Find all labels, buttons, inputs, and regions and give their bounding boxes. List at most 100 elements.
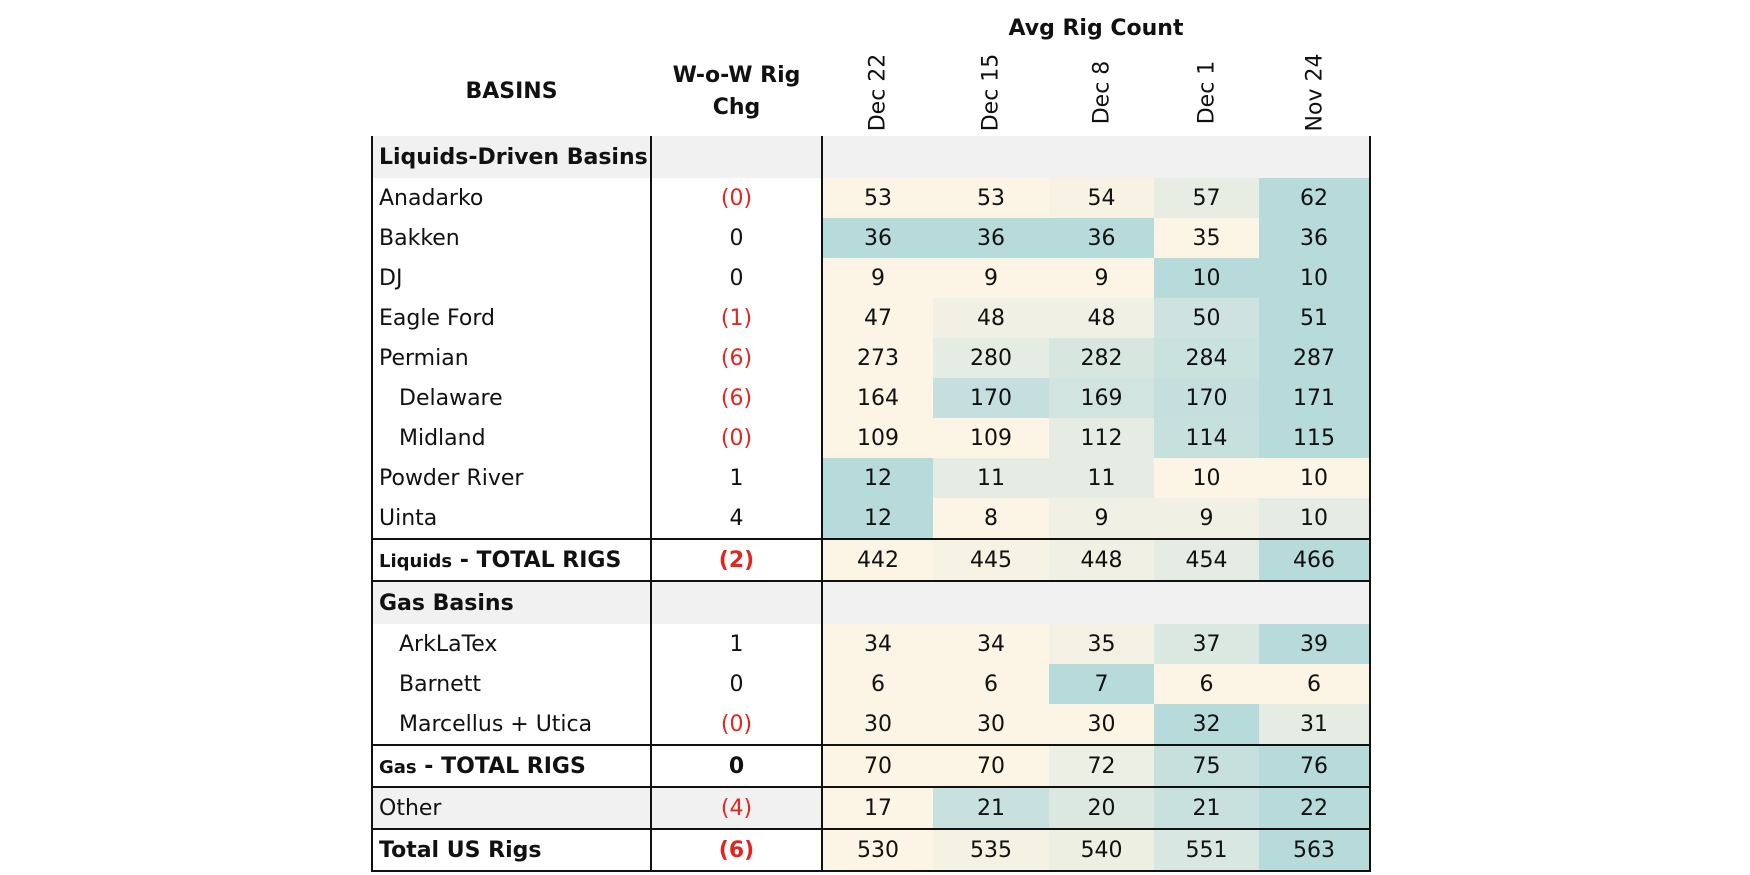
wow-change-value: 0 xyxy=(651,218,823,258)
wow-change-value: 4 xyxy=(651,498,823,539)
rig-count-cell: 21 xyxy=(1154,787,1259,830)
rig-count-cell: 36 xyxy=(822,218,933,258)
rig-count-cell: 35 xyxy=(1049,624,1154,664)
date-header: Dec 1 xyxy=(1154,48,1259,136)
basin-name: DJ xyxy=(371,258,652,298)
basin-name: Total US Rigs xyxy=(371,829,652,872)
rig-count-cell: 51 xyxy=(1259,298,1371,338)
rig-count-cell: 72 xyxy=(1049,744,1154,788)
basin-name: Gas - TOTAL RIGS xyxy=(371,744,652,788)
rig-count-cell: 37 xyxy=(1154,624,1259,664)
rig-count-cell: 57 xyxy=(1154,178,1259,218)
rig-count-cell: 20 xyxy=(1049,787,1154,830)
total-prefix: Liquids xyxy=(379,550,453,572)
rig-count-cell: 273 xyxy=(822,338,933,378)
rig-count-cell: 34 xyxy=(933,624,1049,664)
rig-count-cell: 10 xyxy=(1154,258,1259,298)
rig-count-cell: 530 xyxy=(822,829,933,872)
rig-count-cell: 10 xyxy=(1259,458,1371,498)
table-row: Permian (6) 273 280 282 284 287 xyxy=(371,338,1371,378)
rig-count-cell: 9 xyxy=(1049,258,1154,298)
total-row: Liquids - TOTAL RIGS (2) 442 445 448 454 466 xyxy=(371,538,1371,582)
wow-change-value: 0 xyxy=(651,744,823,788)
rig-count-cell: 551 xyxy=(1154,829,1259,872)
table-row: Midland (0) 109 109 112 114 115 xyxy=(371,418,1371,458)
wow-change-value: (4) xyxy=(651,787,823,830)
rig-count-cell: 8 xyxy=(933,498,1049,539)
rig-count-cell: 109 xyxy=(933,418,1049,458)
rig-count-cell: 6 xyxy=(1259,664,1371,704)
basin-name: Delaware xyxy=(371,378,652,418)
rig-count-cell: 11 xyxy=(933,458,1049,498)
wow-change-value: 0 xyxy=(651,258,823,298)
table-row: Delaware (6) 164 170 169 170 171 xyxy=(371,378,1371,418)
rig-count-cell: 31 xyxy=(1259,704,1371,745)
basin-name: Bakken xyxy=(371,218,652,258)
wow-change-value: (2) xyxy=(651,538,823,582)
date-label: Dec 1 xyxy=(1194,60,1219,124)
rig-count-table: Avg Rig Count BASINS W-o-W Rig Chg Dec 2… xyxy=(371,8,1371,872)
wow-change-value: (0) xyxy=(651,178,823,218)
rig-count-cell: 30 xyxy=(822,704,933,745)
wow-change-value: 1 xyxy=(651,624,823,664)
wow-change-value: 0 xyxy=(651,664,823,704)
header-blank-wow xyxy=(651,8,822,48)
rig-count-cell: 76 xyxy=(1259,744,1371,788)
rig-count-cell: 6 xyxy=(822,664,933,704)
rig-count-cell: 48 xyxy=(1049,298,1154,338)
rig-count-cell: 36 xyxy=(1259,218,1371,258)
wow-header-line2: Chg xyxy=(712,95,761,120)
rig-count-cell: 114 xyxy=(1154,418,1259,458)
total-suffix: - TOTAL RIGS xyxy=(416,753,586,779)
rig-count-cell: 75 xyxy=(1154,744,1259,788)
rig-count-cell: 442 xyxy=(822,538,933,582)
rig-count-cell: 35 xyxy=(1154,218,1259,258)
section-fill xyxy=(822,136,1371,178)
rig-count-cell: 6 xyxy=(933,664,1049,704)
rig-count-cell: 9 xyxy=(1049,498,1154,539)
avg-rig-count-header: Avg Rig Count xyxy=(822,8,1370,48)
section-row-gas: Gas Basins xyxy=(371,581,1371,624)
rig-count-cell: 53 xyxy=(822,178,933,218)
table-row: Uinta 4 12 8 9 9 10 xyxy=(371,498,1371,539)
rig-count-cell: 169 xyxy=(1049,378,1154,418)
rig-count-cell: 54 xyxy=(1049,178,1154,218)
wow-change-value: (6) xyxy=(651,378,823,418)
rig-count-cell: 36 xyxy=(1049,218,1154,258)
rig-count-cell: 30 xyxy=(933,704,1049,745)
basin-name: Anadarko xyxy=(371,178,652,218)
rig-count-cell: 32 xyxy=(1154,704,1259,745)
rig-count-cell: 287 xyxy=(1259,338,1371,378)
rig-count-cell: 112 xyxy=(1049,418,1154,458)
total-suffix: - TOTAL RIGS xyxy=(452,547,622,573)
rig-count-cell: 540 xyxy=(1049,829,1154,872)
rig-count-cell: 21 xyxy=(933,787,1049,830)
header-row-top: Avg Rig Count xyxy=(372,8,1370,48)
rig-count-cell: 170 xyxy=(1154,378,1259,418)
rig-count-cell: 12 xyxy=(822,458,933,498)
basin-name: Eagle Ford xyxy=(371,298,652,338)
basin-name: Permian xyxy=(371,338,652,378)
rig-count-cell: 454 xyxy=(1154,538,1259,582)
table-row: Marcellus + Utica (0) 30 30 30 32 31 xyxy=(371,704,1371,745)
rig-count-cell: 53 xyxy=(933,178,1049,218)
rig-count-cell: 22 xyxy=(1259,787,1371,830)
rig-count-cell: 535 xyxy=(933,829,1049,872)
table-row: Bakken 0 36 36 36 35 36 xyxy=(371,218,1371,258)
date-label: Dec 8 xyxy=(1089,60,1114,124)
date-label: Dec 22 xyxy=(865,53,890,131)
section-blank xyxy=(651,581,823,624)
rig-count-cell: 164 xyxy=(822,378,933,418)
total-row: Gas - TOTAL RIGS 0 70 70 72 75 76 xyxy=(371,744,1371,788)
basin-name: Uinta xyxy=(371,498,652,539)
rig-count-cell: 109 xyxy=(822,418,933,458)
section-row-liquids: Liquids-Driven Basins xyxy=(371,136,1371,178)
table-row: Eagle Ford (1) 47 48 48 50 51 xyxy=(371,298,1371,338)
date-header: Dec 22 xyxy=(822,48,933,136)
table-row: Anadarko (0) 53 53 54 57 62 xyxy=(371,178,1371,218)
rig-count-cell: 282 xyxy=(1049,338,1154,378)
rig-count-cell: 30 xyxy=(1049,704,1154,745)
wow-change-value: (0) xyxy=(651,704,823,745)
rig-count-cell: 9 xyxy=(933,258,1049,298)
section-fill xyxy=(822,581,1371,624)
